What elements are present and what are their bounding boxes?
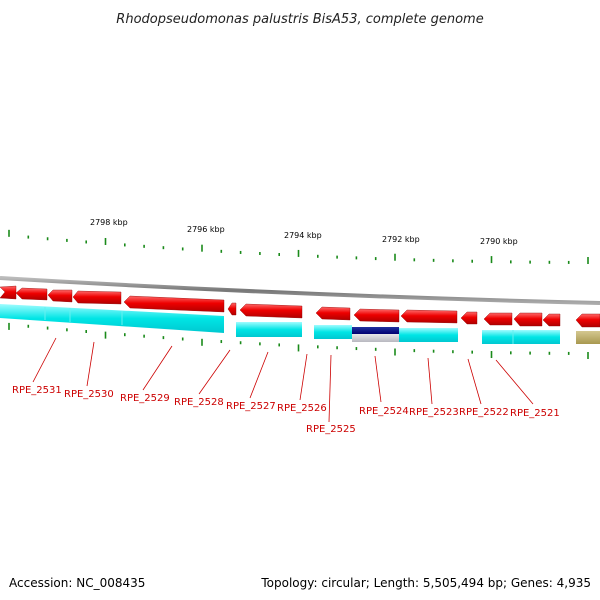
forward-strand-genes [0, 285, 600, 328]
gene-labels: RPE_2531 RPE_2530 RPE_2529 RPE_2528 RPE_… [12, 385, 560, 435]
gene-arrow [483, 312, 513, 326]
cds-band [482, 330, 560, 344]
feature-band [0, 304, 600, 344]
gene-arrow [353, 308, 400, 323]
other-band [576, 331, 600, 344]
scale-labels: 2798 kbp 2796 kbp 2794 kbp 2792 kbp 2790… [90, 218, 518, 246]
gene-arrow [513, 312, 543, 327]
gene-arrow [400, 309, 458, 324]
gene-arrow [47, 289, 73, 303]
genome-stats-text: Topology: circular; Length: 5,505,494 bp… [260, 576, 591, 590]
gene-label: RPE_2522 [459, 407, 509, 418]
gene-arrow [315, 306, 351, 321]
scale-label: 2794 kbp [284, 231, 322, 240]
gene-label: RPE_2530 [64, 389, 114, 400]
outer-scale-ticks [8, 229, 589, 264]
scale-label: 2798 kbp [90, 218, 128, 227]
cds-band [236, 322, 302, 337]
label-leaders [32, 337, 534, 423]
gene-label: RPE_2528 [174, 397, 224, 408]
gene-arrow [575, 313, 600, 328]
gene-arrow [239, 303, 303, 319]
gene-arrow [0, 285, 17, 300]
gene-arrow [460, 311, 478, 325]
gene-label: RPE_2523 [409, 407, 459, 418]
gene-label: RPE_2525 [306, 424, 356, 435]
gene-arrow [123, 295, 225, 313]
inner-scale-ticks [8, 322, 589, 359]
gene-arrow [72, 290, 122, 305]
cds-band [399, 328, 458, 342]
other-band [352, 334, 399, 342]
gene-arrow [15, 287, 48, 301]
gene-label: RPE_2524 [359, 406, 409, 417]
gene-arrow [542, 313, 561, 327]
gene-label: RPE_2529 [120, 393, 170, 404]
scale-label: 2796 kbp [187, 225, 225, 234]
gene-label: RPE_2531 [12, 385, 62, 396]
accession-text: Accession: NC_008435 [9, 576, 145, 590]
cds-band [0, 304, 224, 333]
gene-label: RPE_2526 [277, 403, 327, 414]
scale-label: 2790 kbp [480, 237, 518, 246]
highlight-band [352, 327, 399, 334]
scale-label: 2792 kbp [382, 235, 420, 244]
genome-backbone [0, 276, 600, 305]
map-title: Rhodopseudomonas palustris BisA53, compl… [116, 12, 483, 27]
gene-label: RPE_2521 [510, 408, 560, 419]
cds-band [314, 325, 352, 339]
gene-arrow [227, 302, 237, 316]
gene-label: RPE_2527 [226, 401, 276, 412]
